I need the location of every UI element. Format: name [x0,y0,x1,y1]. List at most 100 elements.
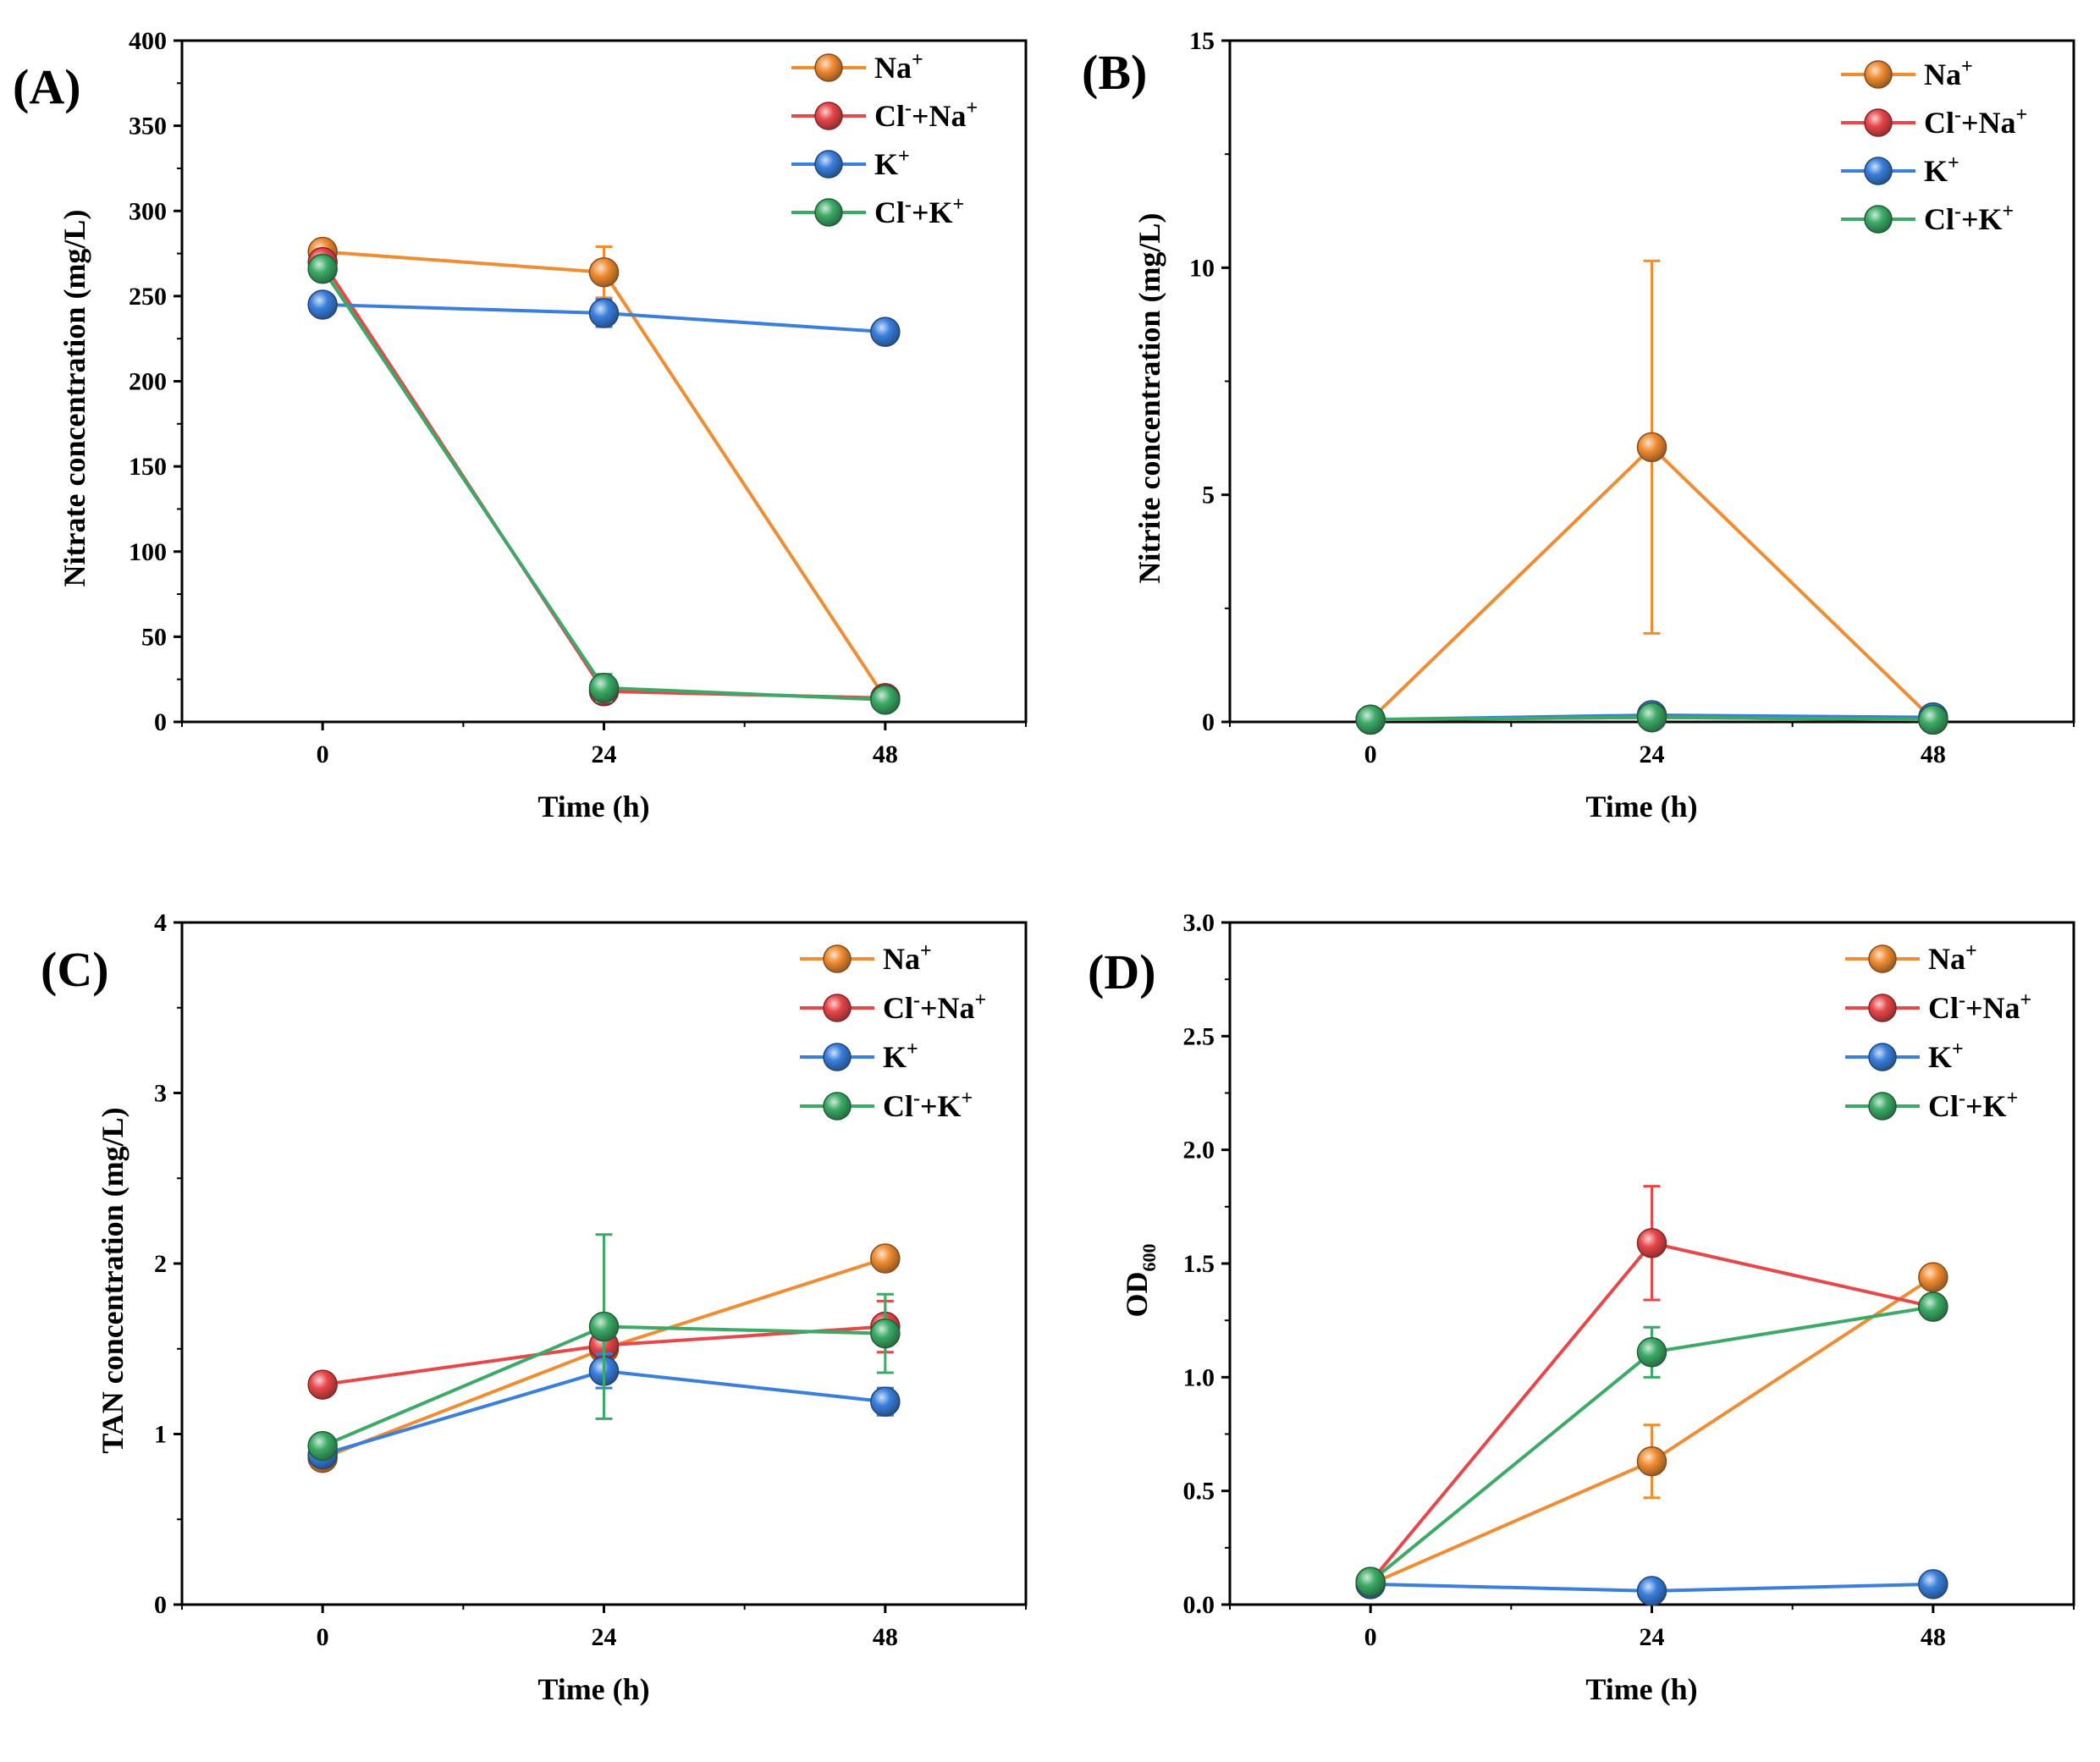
data-point [588,298,620,328]
x-tick-label: 24 [1640,1623,1665,1651]
x-tick-label: 0 [1364,741,1377,768]
data-point [1636,1337,1667,1368]
series-clk [1355,1291,1948,1597]
legend-label: Cl-+K+ [1928,1087,2018,1123]
y-axis-title: Nitrate concentration (mg/L) [58,210,91,587]
legend-marker [1868,1092,1897,1121]
y-tick-label: 3.0 [1183,909,1215,937]
legend-label: Cl-+Na+ [1928,989,2031,1025]
y-tick-label: 2 [154,1250,167,1278]
y-tick-label: 15 [1189,27,1215,55]
series-clk [307,1233,901,1462]
series-k [307,289,901,347]
x-tick-label: 0 [317,741,329,768]
data-point [870,1243,901,1274]
chart-panel-c: 0 1 2 3 4 0 24 48 Time (h) TAN concentration (mg/… [41,909,1028,1706]
y-tick-label: 50 [141,623,167,651]
legend-label: Cl-+K+ [1924,201,2014,236]
legend-label: Cl-+Na+ [883,989,986,1025]
chart-panel-a: 0 50 100 150 200 250 300 350 400 0 24 48 Time (h) Nit… [13,27,1028,823]
legend: Na+ Cl-+Na+ K+ Cl-+K+ [1845,940,2031,1123]
y-tick-label: 10 [1189,254,1215,282]
legend-marker [823,944,852,973]
legend-marker [1864,205,1893,234]
legend-label: Na+ [874,49,923,85]
legend-label: K+ [874,146,910,181]
legend: Na+ Cl-+Na+ K+ Cl-+K+ [800,940,986,1123]
data-point [870,1318,901,1349]
legend-label: K+ [1928,1038,1964,1074]
data-point [307,253,338,284]
y-tick-label: 250 [129,283,167,311]
data-point [588,1311,620,1342]
data-point [870,317,901,347]
panel-label: (D) [1088,944,1156,999]
data-point [1636,432,1667,463]
y-tick-label: 200 [129,368,167,396]
x-tick-label: 48 [1921,1623,1946,1651]
y-tick-label: 400 [129,27,167,55]
y-tick-label: 5 [1202,482,1215,509]
legend-label: K+ [883,1038,918,1074]
y-tick-label: 150 [129,453,167,481]
legend-marker [814,150,843,179]
data-point [1918,1291,1948,1322]
data-point [1918,704,1948,735]
data-point [1636,1228,1667,1258]
y-tick-label: 0 [1202,708,1215,736]
y-tick-label: 0 [154,708,167,736]
legend-label: Na+ [1924,56,1973,91]
x-tick-label: 48 [1921,741,1946,768]
y-tick-label: 100 [129,538,167,566]
data-point [307,1369,338,1400]
data-point [588,673,620,703]
legend: Na+ Cl-+Na+ K+ Cl-+K+ [1841,56,2027,236]
legend-marker [1868,1043,1897,1071]
legend-label: Cl-+Na+ [1924,104,2027,140]
data-point [307,1430,338,1462]
x-tick-label: 24 [592,741,617,768]
data-point [1355,704,1386,735]
data-point [1636,1576,1667,1606]
series-clk [307,253,901,715]
y-tick-label: 2.5 [1183,1022,1215,1050]
legend-marker [823,1043,852,1071]
legend-label: Na+ [1928,940,1977,976]
y-tick-label: 4 [154,909,167,937]
x-tick-label: 24 [592,1623,617,1651]
legend-marker [823,1092,852,1121]
legend-marker [1864,108,1893,137]
x-axis-title: Time (h) [537,790,649,823]
y-tick-label: 1.5 [1183,1250,1215,1278]
data-point [870,1386,901,1417]
y-tick-label: 0 [154,1591,167,1619]
y-tick-label: 1.0 [1183,1363,1215,1391]
legend-label: K+ [1924,152,1959,188]
legend-marker [1864,60,1893,89]
panel-label: (C) [41,942,109,997]
y-tick-label: 0.5 [1183,1478,1215,1506]
panel-label: (A) [13,59,81,114]
x-tick-label: 0 [1364,1623,1377,1651]
y-tick-label: 3 [154,1080,167,1108]
legend-label: Cl-+K+ [874,194,964,229]
legend-marker [1864,157,1893,185]
x-axis-title: Time (h) [1585,790,1697,823]
x-axis-title: Time (h) [1585,1672,1697,1706]
data-point [1918,1569,1948,1600]
x-tick-label: 0 [317,1623,329,1651]
legend-label: Cl-+K+ [883,1087,973,1123]
x-tick-label: 48 [873,1623,898,1651]
y-tick-label: 350 [129,113,167,140]
data-point [588,256,620,288]
legend-marker [814,53,843,82]
legend-marker [814,198,843,227]
legend-label: Cl-+Na+ [874,97,978,133]
legend-marker [1868,994,1897,1022]
legend: Na+ Cl-+Na+ K+ Cl-+K+ [791,49,978,229]
panel-label: (B) [1082,45,1147,100]
legend-marker [823,994,852,1022]
legend-marker [1868,944,1897,973]
data-point [1636,702,1667,733]
